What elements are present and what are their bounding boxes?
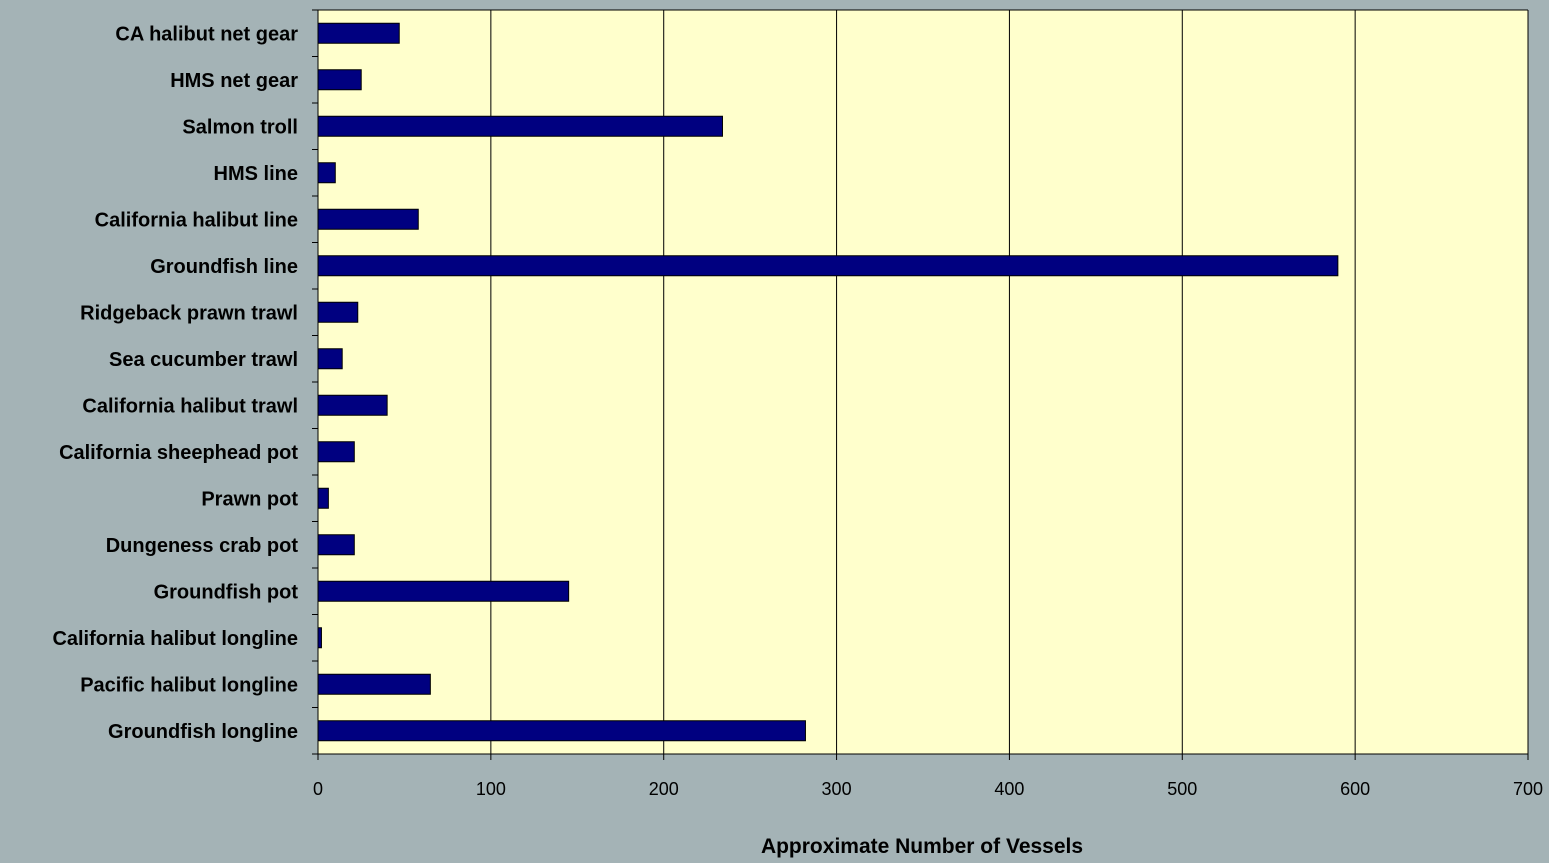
x-tick-labels: 0 100 200 300 400 500 600 700: [313, 779, 1543, 799]
category-label: Pacific halibut longline: [80, 674, 298, 696]
bar: [317, 348, 343, 370]
bar: [317, 69, 362, 91]
category-labels: CA halibut net gear HMS net gear Salmon tr…: [52, 23, 298, 743]
bar: [317, 487, 329, 509]
category-label: Groundfish line: [150, 256, 298, 278]
x-tick-label: 400: [994, 779, 1024, 799]
bar: [317, 441, 355, 463]
category-label: Sea cucumber trawl: [109, 349, 298, 371]
category-label: Ridgeback prawn trawl: [80, 302, 298, 324]
category-label: HMS line: [214, 163, 298, 185]
axes: [312, 9, 1529, 760]
x-tick-label: 0: [313, 779, 323, 799]
bar: [317, 627, 322, 649]
category-label: California halibut line: [95, 209, 298, 231]
category-label: California halibut trawl: [82, 395, 298, 417]
bar: [317, 162, 336, 184]
category-label: Dungeness crab pot: [106, 535, 299, 557]
x-tick-label: 700: [1513, 779, 1543, 799]
x-tick-label: 200: [649, 779, 679, 799]
x-tick-label: 500: [1167, 779, 1197, 799]
bar: [317, 534, 355, 556]
bar: [317, 22, 400, 44]
bar: [317, 301, 359, 323]
bar: [317, 115, 723, 137]
bar: [317, 394, 388, 416]
bars: [317, 22, 1339, 742]
x-tick-label: 300: [822, 779, 852, 799]
category-label: Groundfish longline: [108, 721, 298, 743]
category-label: HMS net gear: [170, 70, 298, 92]
category-label: Prawn pot: [201, 488, 298, 510]
category-label: California halibut longline: [52, 628, 298, 650]
bar: [317, 208, 419, 230]
category-label: CA halibut net gear: [115, 23, 298, 45]
category-label: California sheephead pot: [59, 442, 298, 464]
x-tick-label: 600: [1340, 779, 1370, 799]
x-tick-label: 100: [476, 779, 506, 799]
x-axis-title: Approximate Number of Vessels: [761, 835, 1083, 858]
bar: [317, 720, 806, 742]
category-label: Salmon troll: [182, 116, 298, 138]
bar: [317, 673, 431, 695]
category-label: Groundfish pot: [154, 581, 299, 603]
bar: [317, 255, 1339, 277]
bar: [317, 580, 570, 602]
